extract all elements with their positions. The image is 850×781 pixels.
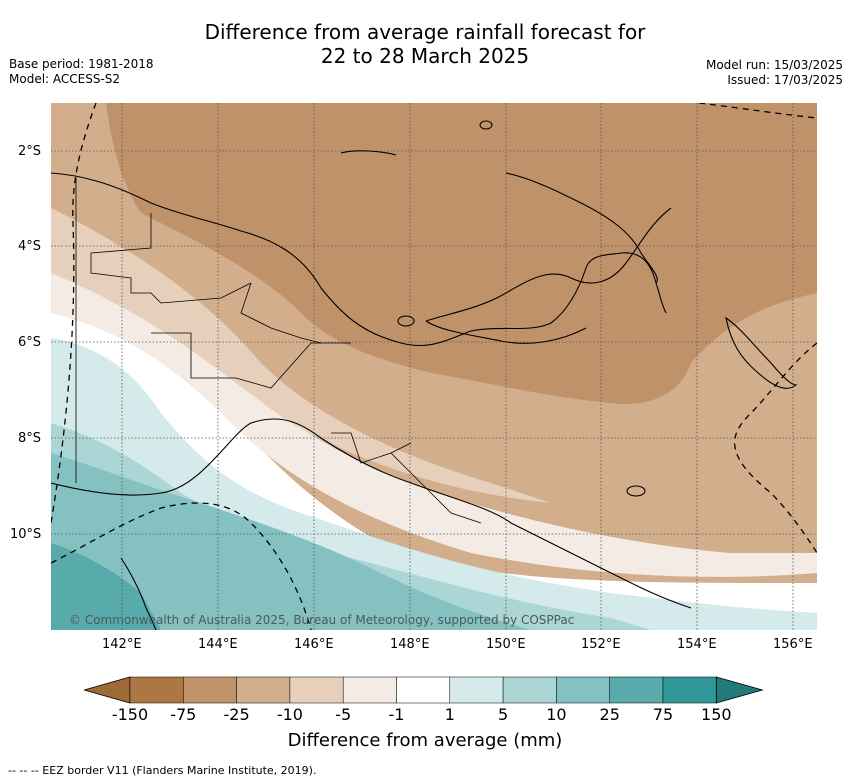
lat-label-8s: 8°S — [18, 431, 42, 446]
legend-extend-high — [715, 676, 764, 704]
new-guinea-north-coast — [51, 172, 667, 347]
bougainville-coast — [725, 316, 798, 389]
lat-label-10s: 10°S — [10, 527, 42, 542]
province-border — [331, 432, 412, 464]
title-line-1: Difference from average rainfall forecas… — [204, 20, 646, 44]
lon-label-152e: 152°E — [581, 637, 621, 652]
new-guinea-south-coast — [51, 418, 692, 609]
lat-label-6s: 6°S — [18, 335, 42, 350]
title-line-2: 22 to 28 March 2025 — [320, 44, 530, 68]
band-wet-25-75 — [51, 543, 161, 630]
band-wet-10-25 — [51, 453, 531, 630]
lon-label-150e: 150°E — [486, 637, 526, 652]
legend-tick-label: 150 — [701, 705, 732, 724]
legend-tick-label: 5 — [498, 705, 509, 724]
run-info: Model run: 15/03/2025 Issued: 17/03/2025 — [706, 58, 843, 88]
base-period: Base period: 1981-2018 — [9, 57, 154, 71]
graticule — [51, 103, 817, 630]
band-dry-25-75 — [106, 103, 817, 404]
legend-extend-low — [84, 676, 131, 704]
lon-label-142e: 142°E — [102, 637, 142, 652]
legend-tick-label: -1 — [388, 705, 405, 724]
legend-tick-label: 75 — [652, 705, 674, 724]
legend-tick-label: 25 — [599, 705, 620, 724]
legend-tick-label: -10 — [276, 705, 303, 724]
manus-coast — [340, 150, 397, 156]
legend-tick-label: 10 — [546, 705, 567, 724]
lat-label-2s: 2°S — [18, 144, 42, 159]
legend-swatch — [396, 676, 451, 704]
eez-borders — [51, 103, 817, 630]
legend-title: Difference from average (mm) — [287, 730, 563, 751]
legend-swatch — [662, 676, 717, 704]
legend-tick-label: -75 — [170, 705, 197, 724]
eez-border-west — [51, 103, 97, 524]
province-borders — [75, 178, 482, 524]
lon-label-144e: 144°E — [198, 637, 238, 652]
island-outline — [397, 315, 415, 327]
province-border — [90, 213, 252, 304]
province-border — [240, 282, 322, 344]
lon-label-146e: 146°E — [294, 637, 334, 652]
eez-border-northeast — [698, 103, 817, 119]
eez-footnote: -- -- -- EEZ border V11 (Flanders Marine… — [8, 764, 317, 777]
legend-swatch — [609, 676, 664, 704]
eez-border-east — [733, 342, 817, 554]
legend-tick-label: 1 — [444, 705, 455, 724]
issued-date: Issued: 17/03/2025 — [727, 73, 843, 87]
legend-swatch — [236, 676, 291, 704]
island-outline — [479, 120, 493, 130]
copyright-text: © Commonwealth of Australia 2025, Bureau… — [69, 613, 574, 627]
lon-label-154e: 154°E — [677, 637, 717, 652]
band-dry-5-10 — [51, 208, 551, 503]
legend-swatch — [289, 676, 344, 704]
legend-tick-label: -150 — [111, 705, 149, 724]
rainfall-map: © Commonwealth of Australia 2025, Bureau… — [51, 103, 817, 630]
lon-label-156e: 156°E — [773, 637, 813, 652]
coastlines — [51, 120, 798, 630]
legend-swatch — [129, 676, 184, 704]
province-border — [390, 452, 482, 524]
island-outline — [626, 485, 646, 497]
lon-label-148e: 148°E — [390, 637, 430, 652]
legend-swatch — [449, 676, 504, 704]
eez-border-south — [51, 502, 312, 630]
map-title: Difference from average rainfall forecas… — [0, 20, 850, 68]
legend-tick-label: -5 — [335, 705, 352, 724]
model-run-date: Model run: 15/03/2025 — [705, 58, 843, 72]
legend-swatch — [342, 676, 397, 704]
legend-swatch — [502, 676, 557, 704]
province-border — [151, 332, 351, 389]
lat-label-4s: 4°S — [18, 239, 42, 254]
model-info: Base period: 1981-2018 Model: ACCESS-S2 — [9, 57, 154, 87]
legend-swatch — [556, 676, 610, 704]
legend-tick-label: -25 — [223, 705, 250, 724]
new-ireland-coast — [505, 172, 658, 284]
model-name: Model: ACCESS-S2 — [9, 72, 121, 86]
legend-colorbar — [84, 676, 764, 704]
legend-swatch — [183, 676, 237, 704]
cape-york-coast — [120, 557, 157, 630]
